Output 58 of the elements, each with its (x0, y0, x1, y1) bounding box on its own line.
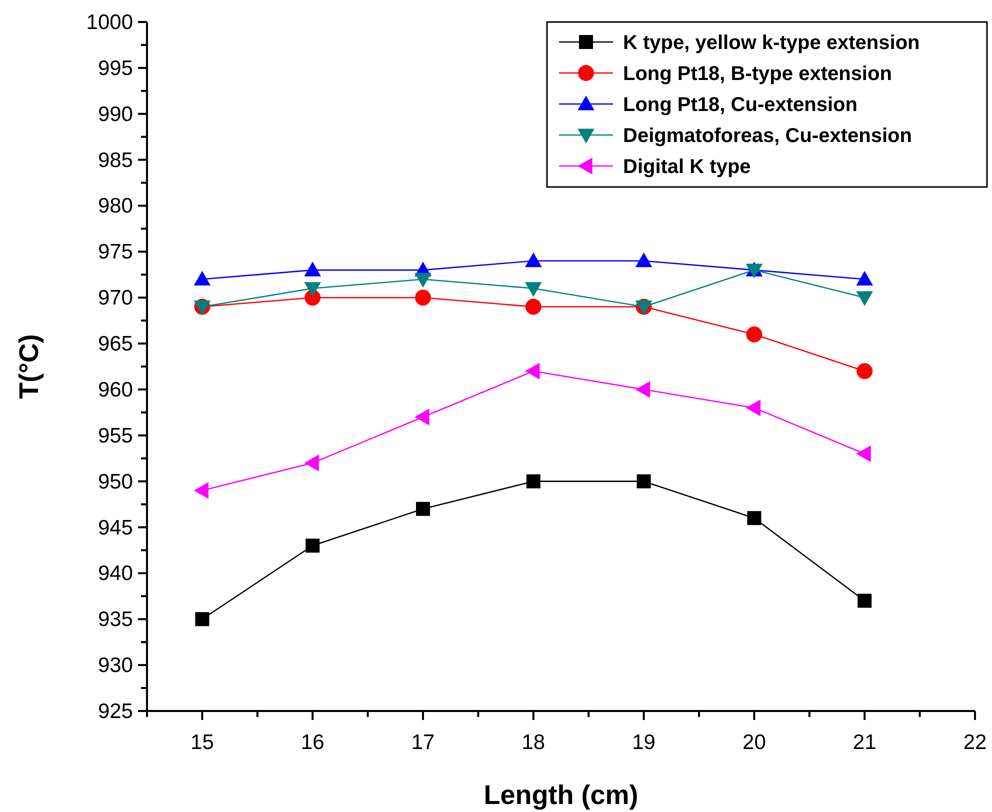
y-tick-label: 925 (98, 700, 133, 723)
x-tick-label: 17 (411, 731, 435, 754)
x-tick-label: 22 (963, 731, 987, 754)
y-tick-label: 940 (98, 562, 133, 586)
point (414, 408, 430, 426)
point (746, 326, 762, 342)
y-tick-label: 980 (98, 194, 133, 218)
point (414, 272, 432, 288)
y-tick-label: 975 (98, 240, 133, 264)
point (306, 538, 320, 553)
point (194, 482, 208, 499)
legend-label: Deigmatoforeas, Cu-extension (623, 125, 912, 147)
x-axis-title: Length (cm) (484, 780, 638, 810)
y-tick-label: 960 (98, 378, 133, 402)
point (746, 399, 760, 416)
y-tick-label: 995 (98, 56, 133, 80)
legend-label: Long Pt18, Cu-extension (623, 94, 858, 116)
point (194, 270, 211, 286)
point (858, 594, 872, 608)
y-tick-label: 935 (98, 608, 133, 632)
point (304, 262, 321, 276)
point (635, 252, 652, 268)
point (525, 362, 540, 380)
point (525, 298, 542, 315)
point (635, 381, 650, 398)
x-tick-label: 16 (300, 731, 324, 754)
y-tick-label: 930 (98, 654, 133, 678)
y-tick-label: 1000 (86, 11, 133, 34)
x-tick-label: 15 (190, 731, 214, 754)
point (525, 252, 542, 268)
legend-label: Digital K type (623, 156, 751, 178)
x-tick-label: 20 (742, 731, 766, 754)
legend-label: Long Pt18, B-type extension (623, 63, 892, 85)
point (304, 454, 319, 472)
x-tick-label: 18 (522, 731, 546, 754)
y-tick-label: 945 (98, 516, 133, 540)
point (856, 363, 873, 380)
y-tick-label: 985 (98, 148, 133, 172)
y-tick-label: 950 (98, 470, 133, 494)
point (856, 445, 871, 462)
y-tick-label: 965 (98, 332, 133, 356)
x-tick-label: 21 (852, 731, 876, 754)
y-tick-label: 970 (98, 286, 133, 310)
point (525, 282, 542, 297)
point (856, 270, 873, 286)
point (415, 290, 431, 306)
y-tick-label: 990 (98, 102, 133, 126)
point (416, 502, 430, 516)
point (636, 474, 651, 488)
point (526, 474, 540, 488)
point (856, 291, 873, 306)
x-tick-label: 19 (632, 731, 656, 754)
legend-label: K type, yellow k-type extension (623, 32, 920, 54)
point (195, 612, 210, 626)
y-tick-label: 955 (98, 424, 133, 448)
point (747, 511, 762, 526)
y-axis-title: T(°C) (14, 334, 44, 399)
point (304, 282, 321, 297)
